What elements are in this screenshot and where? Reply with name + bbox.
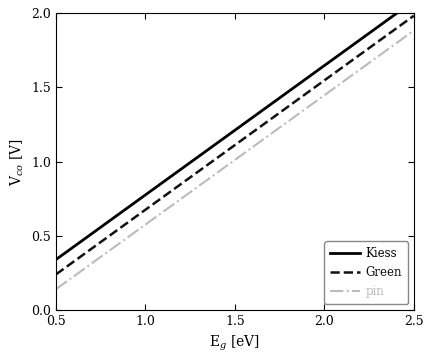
Line: pin: pin: [56, 31, 414, 289]
pin: [226, 162, 231, 167]
Green: [347, 60, 352, 65]
pin: [411, 29, 416, 33]
pin: [247, 147, 252, 151]
pin: [347, 75, 352, 79]
Kiess: [411, 0, 416, 3]
pin: [223, 164, 229, 169]
pin: [267, 133, 272, 138]
Legend: Kiess, Green, pin: Kiess, Green, pin: [324, 242, 408, 304]
Green: [403, 20, 408, 24]
Kiess: [54, 257, 59, 262]
pin: [54, 287, 59, 291]
Green: [226, 148, 231, 152]
Line: Kiess: Kiess: [56, 1, 414, 260]
Kiess: [403, 5, 408, 9]
X-axis label: E$_g$ [eV]: E$_g$ [eV]: [210, 333, 260, 353]
Green: [54, 272, 59, 277]
Line: Green: Green: [56, 16, 414, 274]
Green: [411, 14, 416, 18]
pin: [403, 35, 408, 39]
Kiess: [247, 117, 252, 122]
Green: [247, 132, 252, 136]
Kiess: [223, 135, 229, 139]
Kiess: [267, 103, 272, 108]
Kiess: [226, 133, 231, 137]
Green: [267, 118, 272, 123]
Kiess: [347, 45, 352, 50]
Green: [223, 149, 229, 154]
Y-axis label: V$_{co}$ [V]: V$_{co}$ [V]: [8, 138, 26, 186]
